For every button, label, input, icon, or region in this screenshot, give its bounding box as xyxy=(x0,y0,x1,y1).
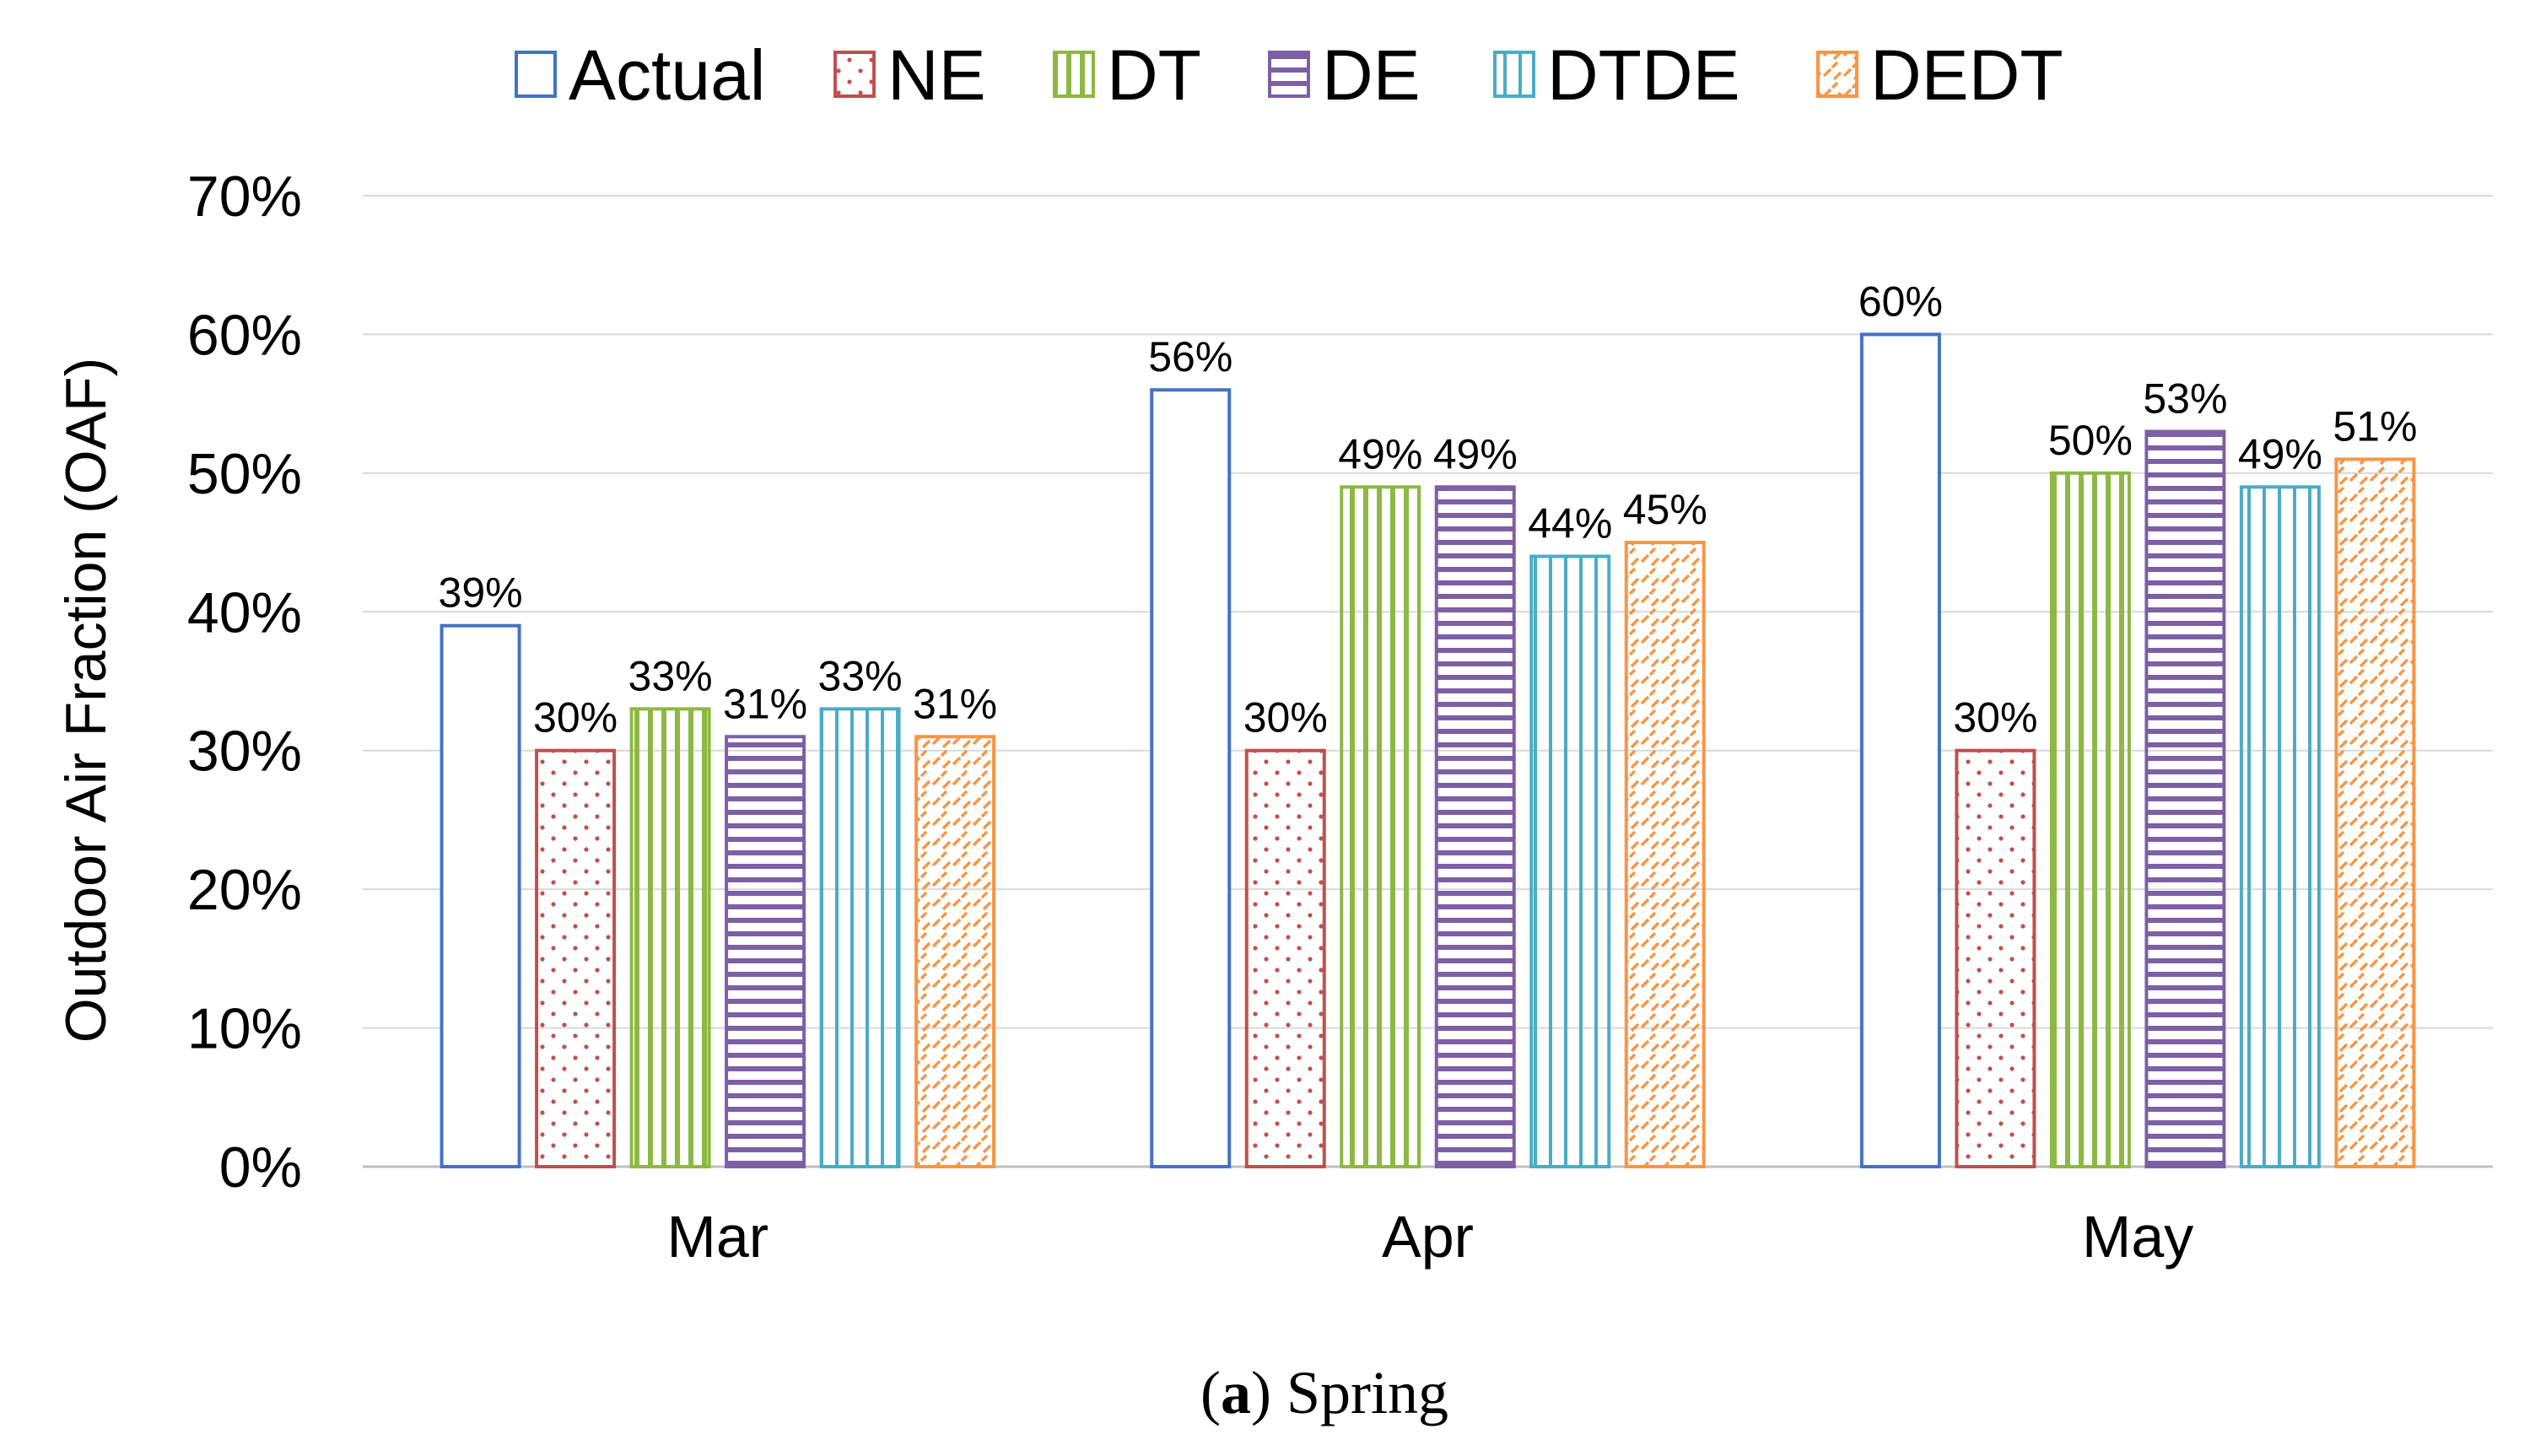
legend-label-dt: DT xyxy=(1107,35,1201,115)
data-label-dedt-mar: 31% xyxy=(913,680,997,727)
data-label-actual-mar: 39% xyxy=(439,569,523,617)
legend-swatch-dtde xyxy=(1493,51,1535,98)
legend-label-dtde: DTDE xyxy=(1547,35,1740,115)
legend-label-actual: Actual xyxy=(569,35,765,115)
data-labels: 39%30%33%31%33%31%56%30%49% 49%44% 45%60%3… xyxy=(439,278,2418,741)
data-label-dt-mar: 33% xyxy=(628,652,713,699)
bar-actual-apr xyxy=(1150,388,1232,1168)
bar-series xyxy=(440,332,2416,1168)
bar-dedt-apr xyxy=(1624,541,1706,1168)
data-label-dtde-may: 49% xyxy=(2238,430,2322,477)
data-label-dtde-mar: 33% xyxy=(818,652,903,699)
bar-dt-apr xyxy=(1340,485,1421,1168)
data-label-dtde-apr: 44% xyxy=(1528,500,1612,547)
bar-dtde-apr xyxy=(1529,554,1611,1168)
bar-ne-may xyxy=(1955,748,2036,1168)
data-label-actual-may: 60% xyxy=(1858,278,1943,325)
data-label-de-apr: 49% xyxy=(1433,430,1518,477)
bar-de-mar xyxy=(725,735,806,1168)
figure-caption: (a) Spring xyxy=(1200,1359,1448,1426)
data-label-actual-apr: 56% xyxy=(1148,333,1232,380)
bar-dt-mar xyxy=(629,707,711,1168)
bar-dedt-mar xyxy=(914,735,996,1168)
bar-dtde-may xyxy=(2239,485,2321,1168)
bar-ne-apr xyxy=(1244,748,1326,1168)
legend-label-de: DE xyxy=(1322,35,1421,115)
y-tick-label-20-: 20% xyxy=(187,858,302,922)
bar-dtde-mar xyxy=(819,707,901,1168)
bar-dt-may xyxy=(2049,471,2131,1168)
bar-dedt-may xyxy=(2334,457,2416,1168)
data-label-dedt-apr: 45% xyxy=(1623,486,1707,533)
data-label-ne-apr: 30% xyxy=(1243,694,1328,741)
data-label-dt-apr: 49% xyxy=(1338,430,1422,477)
legend-swatch-actual xyxy=(515,51,557,98)
legend-label-dedt: DEDT xyxy=(1870,35,2063,115)
data-label-dedt-may: 51% xyxy=(2333,402,2417,450)
x-axis: Mar Apr May xyxy=(667,1204,2194,1270)
legend-swatch-dedt xyxy=(1816,51,1858,98)
legend-label-ne: NE xyxy=(887,35,986,115)
legend-swatch-dt xyxy=(1053,51,1095,98)
caption-text: Spring xyxy=(1286,1359,1448,1426)
legend-swatch-ne xyxy=(833,51,876,98)
y-tick-label-70-: 70% xyxy=(187,164,302,229)
bar-actual-mar xyxy=(440,623,521,1168)
bar-actual-may xyxy=(1859,332,1941,1168)
y-axis-title: Outdoor Air Fraction (OAF) xyxy=(54,358,118,1043)
legend: Actual NE DT DE DTDE DEDT xyxy=(515,35,2063,115)
bar-de-may xyxy=(2144,429,2226,1168)
bar-de-apr xyxy=(1434,485,1516,1168)
y-tick-label-10-: 10% xyxy=(187,997,302,1061)
x-tick-label-may: May xyxy=(2082,1204,2193,1270)
data-label-ne-may: 30% xyxy=(1953,694,2037,741)
gridlines xyxy=(363,195,2493,1168)
x-tick-label-apr: Apr xyxy=(1382,1204,1474,1270)
y-tick-label-40-: 40% xyxy=(187,580,302,644)
y-tick-label-60-: 60% xyxy=(187,303,302,367)
data-label-ne-mar: 30% xyxy=(533,694,618,741)
caption-letter: a xyxy=(1221,1359,1251,1426)
y-tick-label-30-: 30% xyxy=(187,720,302,784)
data-label-dt-may: 50% xyxy=(2048,417,2133,464)
y-tick-label-50-: 50% xyxy=(187,442,302,506)
bar-ne-mar xyxy=(535,748,617,1168)
legend-swatch-de xyxy=(1268,51,1310,98)
y-axis: 0% 10% 20% 30% 40% 50% 60% 70% xyxy=(187,164,302,1200)
y-tick-label-0-: 0% xyxy=(219,1135,302,1200)
x-tick-label-mar: Mar xyxy=(667,1204,769,1270)
data-label-de-mar: 31% xyxy=(723,680,807,727)
data-label-de-may: 53% xyxy=(2143,375,2227,423)
